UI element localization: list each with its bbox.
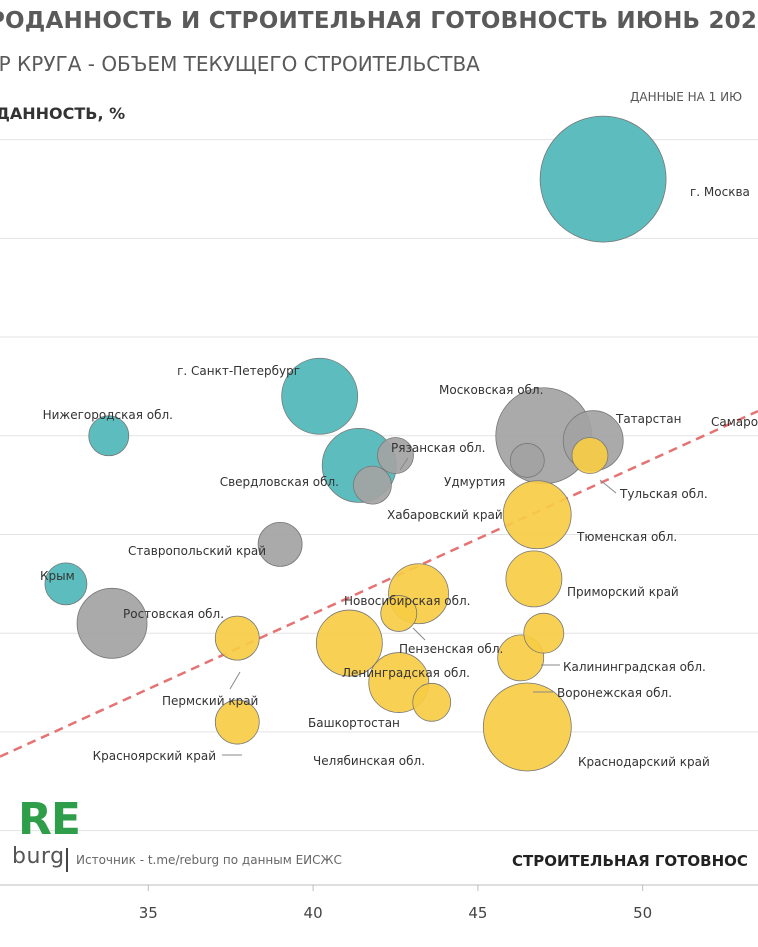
bubble-label: Рязанская обл. <box>391 441 486 455</box>
bubbles <box>44 115 667 772</box>
bubble-label: Ростовская обл. <box>123 607 224 621</box>
x-tick-label: 40 <box>304 904 323 922</box>
bubble <box>88 415 130 457</box>
bubble-label: Башкортостан <box>308 716 400 730</box>
bubble-label: Воронежская обл. <box>557 686 672 700</box>
date-note: ДАННЫЕ НА 1 ИЮ <box>630 90 743 104</box>
x-axis-label: СТРОИТЕЛЬНАЯ ГОТОВНОС <box>512 852 748 870</box>
bubble <box>539 115 667 243</box>
bubble <box>502 480 572 550</box>
x-tick-label: 45 <box>468 904 487 922</box>
chart-title: РОДАННОСТЬ И СТРОИТЕЛЬНАЯ ГОТОВНОСТЬ ИЮН… <box>0 8 758 34</box>
bubble <box>377 437 414 474</box>
label-leader <box>229 671 241 690</box>
bubble-label: Крым <box>40 569 75 583</box>
bubble-label: Красноярский край <box>93 749 216 763</box>
bubble-label: Нижегородская обл. <box>43 408 173 422</box>
grid-lines <box>0 139 758 886</box>
logo-re: RE <box>18 794 81 845</box>
bubble-label: Новосибирская обл. <box>344 594 470 608</box>
bubble-label: г. Москва <box>690 185 750 199</box>
bubble <box>353 465 392 505</box>
bubble-label: г. Санкт-Петербург <box>177 364 300 378</box>
bubble <box>281 357 359 435</box>
label-leader <box>412 627 426 641</box>
bubble-label: Челябинская обл. <box>313 754 425 768</box>
logo-burg: burg <box>12 844 65 869</box>
bubble <box>214 615 260 661</box>
x-tick-label: 35 <box>139 904 158 922</box>
bubble <box>315 609 383 677</box>
bubble-label: Самаро <box>711 415 758 429</box>
bubble <box>509 443 545 478</box>
bubble-labels: г. Москва г. Санкт-Петербург Нижегородская… <box>40 185 758 769</box>
bubble-label: Пермский край <box>162 694 258 708</box>
bubble-label: Тюменская обл. <box>576 530 677 544</box>
bubble <box>523 612 565 654</box>
bubble <box>257 521 303 567</box>
bubble-label: Калининградская обл. <box>563 660 706 674</box>
bubble <box>571 437 609 474</box>
bubble <box>380 595 418 632</box>
x-tick-label: 50 <box>633 904 652 922</box>
bubble-label: Хабаровский край <box>387 508 503 522</box>
label-leader <box>599 479 617 494</box>
label-leader <box>399 457 409 471</box>
logo-divider <box>66 848 68 872</box>
bubble-label: Краснодарский край <box>578 755 710 769</box>
bubble-label: Ленинградская обл. <box>342 666 470 680</box>
bubble-label: Татарстан <box>615 412 681 426</box>
trendline-path <box>0 409 758 758</box>
bubble <box>482 682 572 772</box>
chart-subtitle: ЕР КРУГА - ОБЪЕМ ТЕКУЩЕГО СТРОИТЕЛЬСТВА <box>0 52 480 76</box>
bubble-label: Ставропольский край <box>128 544 266 558</box>
bubble <box>214 699 260 745</box>
bubble-label: Удмуртия <box>444 475 505 489</box>
bubble <box>505 550 563 608</box>
bubble <box>76 587 148 659</box>
y-axis-label: ОДАННОСТЬ, % <box>0 104 126 123</box>
bubble <box>412 682 452 722</box>
bubble-label: Приморский край <box>567 585 679 599</box>
trendline <box>0 409 758 758</box>
bubble-label: Тульская обл. <box>619 487 708 501</box>
bubble-label: Московская обл. <box>439 383 543 397</box>
bubble-label: Пензенская обл. <box>399 642 503 656</box>
bubble <box>44 562 88 606</box>
x-axis-ticks: 35 40 45 50 <box>139 885 652 922</box>
source-note: Источник - t.me/reburg по данным ЕИСЖС <box>76 853 342 867</box>
bubble-label: Свердловская обл. <box>220 475 339 489</box>
